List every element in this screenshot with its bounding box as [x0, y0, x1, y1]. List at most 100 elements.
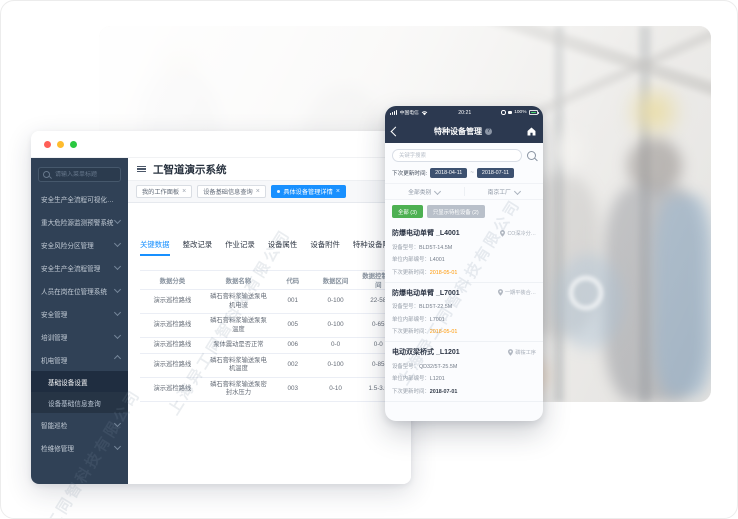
- close-icon[interactable]: ×: [335, 188, 340, 195]
- next-update-date: 2018-07-01: [429, 388, 458, 395]
- search-icon[interactable]: [527, 151, 536, 160]
- filter-all-button[interactable]: 全部 (3): [392, 205, 423, 218]
- tab-device-files[interactable]: 设备附件: [310, 240, 340, 249]
- chevron-down-icon: [513, 187, 521, 195]
- table-row: 演示巡检路线 磷石膏料浆输送泵电机温度 002 0-100 0-85: [140, 353, 399, 378]
- table-row: 演示巡检路线 磷石膏料浆输送泵密封水压力 003 0-10 1.5-3.5: [140, 377, 399, 402]
- equipment-list: 防爆电动单臂 _L4001 CO深冷分… 设备型号：BLD5T-14.5M 单位…: [385, 223, 543, 402]
- chevron-up-icon: [113, 354, 122, 363]
- sidebar-item-personnel[interactable]: 人员在岗在位管理系统: [31, 279, 128, 302]
- list-item[interactable]: 电动双梁桥式 _L1201 磷铵工序 设备型号：QD32/5T-25.5M 单位…: [385, 342, 543, 402]
- date-from-button[interactable]: 2018-04-11: [430, 168, 468, 178]
- sidebar-item-visual-screen[interactable]: 安全生产全流程可视化大屏: [41, 196, 120, 204]
- sidebar: 安全生产全流程可视化大屏 重大危险源监测预警系统 安全风险分区管理 安全生产全流…: [31, 158, 128, 484]
- minimize-window-icon[interactable]: [57, 140, 64, 148]
- sidebar-menu: 安全生产全流程可视化大屏 重大危险源监测预警系统 安全风险分区管理 安全生产全流…: [31, 187, 128, 459]
- tab-rectify-records[interactable]: 整改记录: [182, 240, 213, 249]
- signal-strength-icon: [390, 110, 398, 115]
- segment-filter-row: 全部 (3) 只显示待检设备 (2): [385, 200, 543, 223]
- location-pin-icon: [508, 348, 514, 356]
- sidebar-subitem-basic-device-setup[interactable]: 基础设备设置: [31, 371, 128, 392]
- sidebar-submenu: 基础设备设置 设备基础信息查询: [31, 371, 128, 413]
- bluetooth-icon: [508, 110, 512, 115]
- help-badge-icon[interactable]: ?: [485, 127, 492, 135]
- sidebar-item-smart-inspection[interactable]: 智能巡检: [31, 413, 128, 436]
- table-row: 演示巡检路线 磷石膏料浆输送泵泵温度 005 0-100 0-65: [140, 313, 399, 338]
- location-pin-icon: [500, 229, 506, 237]
- tab-device-attrs[interactable]: 设备属性: [267, 240, 298, 249]
- chevron-down-icon: [113, 262, 122, 271]
- sidebar-item-safety-mgmt[interactable]: 安全管理: [31, 302, 128, 325]
- filter-pending-button[interactable]: 只显示待检设备 (2): [426, 205, 485, 218]
- sidebar-item-risk-zone[interactable]: 安全风险分区管理: [31, 233, 128, 256]
- desktop-window: 安全生产全流程可视化大屏 重大危险源监测预警系统 安全风险分区管理 安全生产全流…: [31, 131, 411, 484]
- hamburger-menu-icon[interactable]: [137, 165, 146, 173]
- phone-search-row: [385, 143, 543, 166]
- maximize-window-icon[interactable]: [70, 140, 77, 148]
- category-dropdown[interactable]: 全部类别: [385, 184, 464, 199]
- sidebar-subitem-device-info-query[interactable]: 设备基础信息查询: [48, 400, 101, 408]
- equipment-location: 磷铵工序: [508, 348, 536, 356]
- detail-content: 关键数据 整改记录 作业记录 设备属性 设备附件 特种设备附件 数据分类 数据名…: [128, 203, 411, 484]
- phone-nav-bar: 特种设备管理 ?: [385, 119, 543, 143]
- equipment-title: 防爆电动单臂 _L7001: [392, 289, 460, 297]
- equipment-location: CO深冷分…: [500, 229, 536, 237]
- tab-device-info-query[interactable]: 设备基础信息查询 ×: [197, 185, 266, 198]
- sidebar-item-safety-process[interactable]: 安全生产全流程管理: [31, 256, 128, 279]
- phone-screen: 中国电信 20:21 100% 特种设备管理 ?: [385, 106, 543, 421]
- chevron-down-icon: [113, 216, 122, 225]
- active-dot-icon: [276, 189, 281, 194]
- phone-status-bar: 中国电信 20:21 100%: [385, 106, 543, 119]
- clock-label: 20:21: [458, 109, 472, 116]
- date-to-button[interactable]: 2018-07-11: [476, 168, 515, 178]
- tab-special-device-files[interactable]: 特种设备附件: [352, 240, 398, 249]
- detail-tabs: 关键数据 整改记录 作业记录 设备属性 设备附件 特种设备附件: [140, 239, 399, 256]
- tab-job-records[interactable]: 作业记录: [225, 240, 255, 249]
- close-icon[interactable]: ×: [182, 188, 187, 195]
- orientation-lock-icon: [501, 110, 506, 115]
- carrier-label: 中国电信: [399, 111, 419, 116]
- phone-page-title: 特种设备管理: [434, 126, 482, 136]
- date-range-separator: ~: [470, 170, 474, 176]
- chevron-down-icon: [113, 331, 122, 340]
- tab-my-workpanel[interactable]: 我的工作面板 ×: [136, 185, 193, 198]
- table-row: 演示巡检路线 泵体震动是否正常 006 0-0 0-0: [140, 337, 399, 354]
- close-window-icon[interactable]: [44, 140, 51, 148]
- chevron-down-icon: [113, 308, 122, 317]
- dropdown-filter-row: 全部类别 南京工厂: [385, 183, 543, 200]
- app-title: 工智道演示系统: [153, 163, 227, 176]
- battery-icon: [528, 110, 539, 115]
- table-header-row: 数据分类 数据名称 代码 数据区间 数据控制区间: [140, 270, 399, 290]
- sidebar-search-input[interactable]: [53, 170, 116, 179]
- chevron-down-icon: [113, 239, 122, 248]
- date-filter-label: 下次更新时间:: [392, 171, 428, 177]
- home-icon[interactable]: [527, 127, 536, 136]
- chevron-down-icon: [113, 419, 122, 428]
- sidebar-item-training[interactable]: 培训管理: [31, 325, 128, 348]
- tab-device-detail[interactable]: 具体设备管理详情 ×: [270, 185, 346, 198]
- equipment-location: 一期平装合…: [497, 289, 536, 296]
- open-tab-bar: 我的工作面板 × 设备基础信息查询 × 具体设备管理详情 ×: [128, 180, 411, 203]
- list-item[interactable]: 防爆电动单臂 _L4001 CO深冷分… 设备型号：BLD5T-14.5M 单位…: [385, 223, 543, 283]
- chevron-down-icon: [113, 442, 122, 451]
- next-update-date: 2018-05-01: [429, 269, 458, 276]
- equipment-title: 防爆电动单臂 _L4001: [392, 230, 460, 237]
- tab-key-data[interactable]: 关键数据: [140, 239, 170, 256]
- sidebar-search[interactable]: [38, 167, 121, 182]
- table-row: 演示巡检路线 磷石膏料浆输送泵电机电流 001 0-100 22-58: [140, 289, 399, 314]
- sidebar-item-maintenance[interactable]: 检维修管理: [31, 436, 128, 459]
- list-item[interactable]: 防爆电动单臂 _L7001 一期平装合… 设备型号：BLD5T-22.5M 单位…: [385, 283, 543, 342]
- keyword-search-input[interactable]: [392, 149, 522, 162]
- next-update-date: 2018-05-01: [429, 329, 458, 335]
- factory-dropdown[interactable]: 南京工厂: [465, 184, 544, 199]
- main-panel: 工智道演示系统 我的工作面板 × 设备基础信息查询 × 具体设备管理详情 ×: [128, 158, 411, 484]
- sidebar-item-hazard-monitor[interactable]: 重大危险源监测预警系统: [31, 210, 128, 233]
- sidebar-item-mech-elec[interactable]: 机电管理: [31, 348, 128, 371]
- key-data-table: 数据分类 数据名称 代码 数据区间 数据控制区间 演示巡检路线 磷石膏料浆输送泵电…: [140, 270, 399, 402]
- location-pin-icon: [497, 289, 503, 296]
- phone-body: 下次更新时间: 2018-04-11 ~ 2018-07-11 全部类别 南京工…: [385, 143, 543, 421]
- close-icon[interactable]: ×: [255, 188, 260, 195]
- wifi-icon: [422, 110, 428, 115]
- date-filter-row: 下次更新时间: 2018-04-11 ~ 2018-07-11: [385, 166, 543, 180]
